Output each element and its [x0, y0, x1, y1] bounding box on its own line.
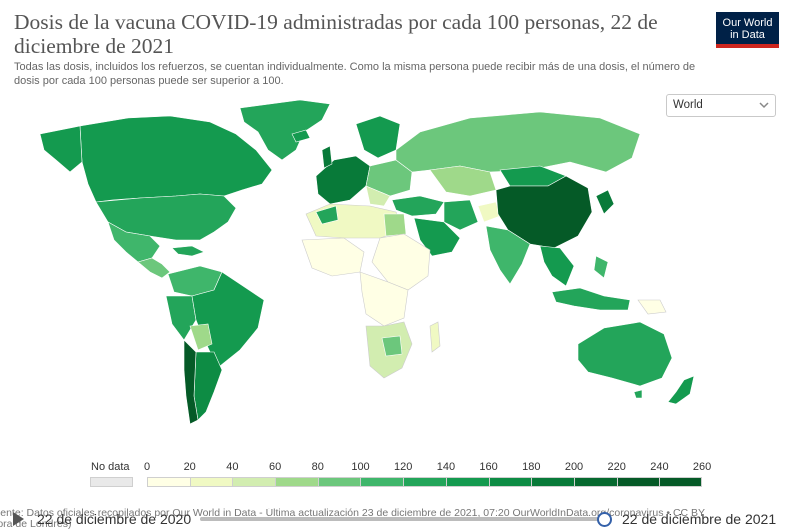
- logo-line-1: Our World: [722, 17, 773, 29]
- legend-tick-label: 100: [351, 461, 370, 473]
- map-region-turkey-middle-east[interactable]: [391, 195, 445, 217]
- chart-title: Dosis de la vacuna COVID-19 administrada…: [14, 10, 658, 58]
- map-region-greenland[interactable]: [239, 99, 331, 161]
- legend-bin[interactable]: [360, 477, 404, 487]
- legend-no-data-swatch: [90, 477, 133, 487]
- legend-bin[interactable]: [659, 477, 702, 487]
- map-region-australia[interactable]: [577, 321, 673, 387]
- map-region-indonesia[interactable]: [551, 287, 631, 311]
- map-region-iran[interactable]: [443, 199, 479, 231]
- legend-bin[interactable]: [445, 477, 489, 487]
- map-region-papua-new-guinea[interactable]: [637, 299, 667, 315]
- chevron-down-icon: [759, 102, 769, 109]
- legend-tick-label: 220: [607, 461, 626, 473]
- legend-bin[interactable]: [147, 477, 190, 487]
- map-region-morocco[interactable]: [315, 205, 339, 225]
- owid-logo[interactable]: Our World in Data: [716, 12, 779, 48]
- source-note: Fuente: Datos oficiales recopilados por …: [0, 508, 791, 532]
- world-map: [39, 99, 695, 425]
- legend-bin[interactable]: [189, 477, 233, 487]
- legend-tick-label: 60: [268, 461, 282, 473]
- legend-no-data-label: No data: [91, 461, 130, 473]
- map-region-east-africa[interactable]: [371, 233, 431, 291]
- timeline-start-label: 22 de diciembre de 2020: [37, 511, 192, 527]
- map-region-balkans[interactable]: [365, 185, 391, 207]
- map-region-china[interactable]: [495, 175, 593, 249]
- legend-tick-label: 40: [226, 461, 239, 473]
- map-region-argentina[interactable]: [193, 351, 223, 421]
- legend-bin[interactable]: [488, 477, 532, 487]
- map-region-west-africa[interactable]: [301, 237, 365, 277]
- map-region-united-kingdom[interactable]: [321, 145, 333, 169]
- color-legend: No data 0 20 40 60 80 100 120 140 160 180 200 220 24…: [0, 458, 791, 492]
- map-region-mainland-southeast-asia[interactable]: [539, 245, 575, 287]
- legend-tick-label: 80: [311, 461, 324, 473]
- map-region-chile[interactable]: [183, 339, 199, 425]
- region-select[interactable]: World: [666, 94, 776, 117]
- legend-tick-label: 140: [436, 461, 456, 473]
- map-region-canada[interactable]: [79, 115, 273, 203]
- legend-tick-label: 20: [183, 461, 196, 473]
- map-region-botswana[interactable]: [381, 335, 403, 357]
- timeline-end-label: 22 de diciembre de 2021: [622, 511, 777, 527]
- map-region-madagascar[interactable]: [429, 321, 441, 353]
- timeline-handle[interactable]: [597, 512, 612, 527]
- map-region-philippines[interactable]: [593, 255, 609, 279]
- legend-tick-label: 120: [394, 461, 413, 473]
- map-region-central-africa[interactable]: [359, 271, 409, 327]
- map-region-new-zealand[interactable]: [667, 375, 695, 405]
- legend-tick-label: 160: [479, 461, 498, 473]
- map-region-iceland[interactable]: [291, 129, 311, 143]
- legend-tick-label: 240: [650, 461, 669, 473]
- legend-bin[interactable]: [403, 477, 446, 487]
- map-region-russia[interactable]: [395, 111, 641, 173]
- legend-tick-label: 0: [143, 461, 151, 473]
- timeline-track-fill: [200, 517, 604, 521]
- legend-bin[interactable]: [232, 477, 276, 487]
- logo-line-2: in Data: [730, 29, 765, 41]
- map-region-arabia[interactable]: [413, 217, 461, 257]
- legend-bin[interactable]: [573, 477, 617, 487]
- map-region-caribbean[interactable]: [171, 245, 205, 257]
- legend-bins: [147, 477, 702, 487]
- legend-bin[interactable]: [616, 477, 660, 487]
- source-line-2: (hora de Londres): [0, 518, 72, 530]
- map-region-scandinavia[interactable]: [355, 115, 401, 159]
- legend-bin[interactable]: [275, 477, 318, 487]
- region-select-value: World: [673, 99, 703, 111]
- legend-bin[interactable]: [317, 477, 361, 487]
- play-icon[interactable]: [13, 512, 24, 526]
- timeline-track[interactable]: [200, 517, 604, 521]
- timeline: 22 de diciembre de 2020 22 de diciembre …: [0, 508, 791, 532]
- map-region-alaska[interactable]: [39, 125, 83, 173]
- legend-bin[interactable]: [531, 477, 574, 487]
- legend-tick-label: 200: [564, 461, 584, 473]
- legend-tick-label: 180: [522, 461, 541, 473]
- map-region-tasmania[interactable]: [633, 389, 643, 399]
- map-region-egypt[interactable]: [383, 213, 407, 237]
- map-region-bolivia[interactable]: [189, 323, 213, 351]
- map-region-central-america[interactable]: [137, 257, 171, 279]
- chart-subtitle: Todas las dosis, incluidos los refuerzos…: [14, 61, 696, 87]
- legend-tick-label: 260: [692, 461, 712, 473]
- map-region-peru[interactable]: [165, 295, 197, 341]
- source-line-1: Fuente: Datos oficiales recopilados por …: [0, 508, 706, 519]
- map-region-afghanistan[interactable]: [477, 201, 501, 223]
- map-region-india[interactable]: [485, 225, 531, 285]
- map-region-korea-japan[interactable]: [595, 189, 615, 215]
